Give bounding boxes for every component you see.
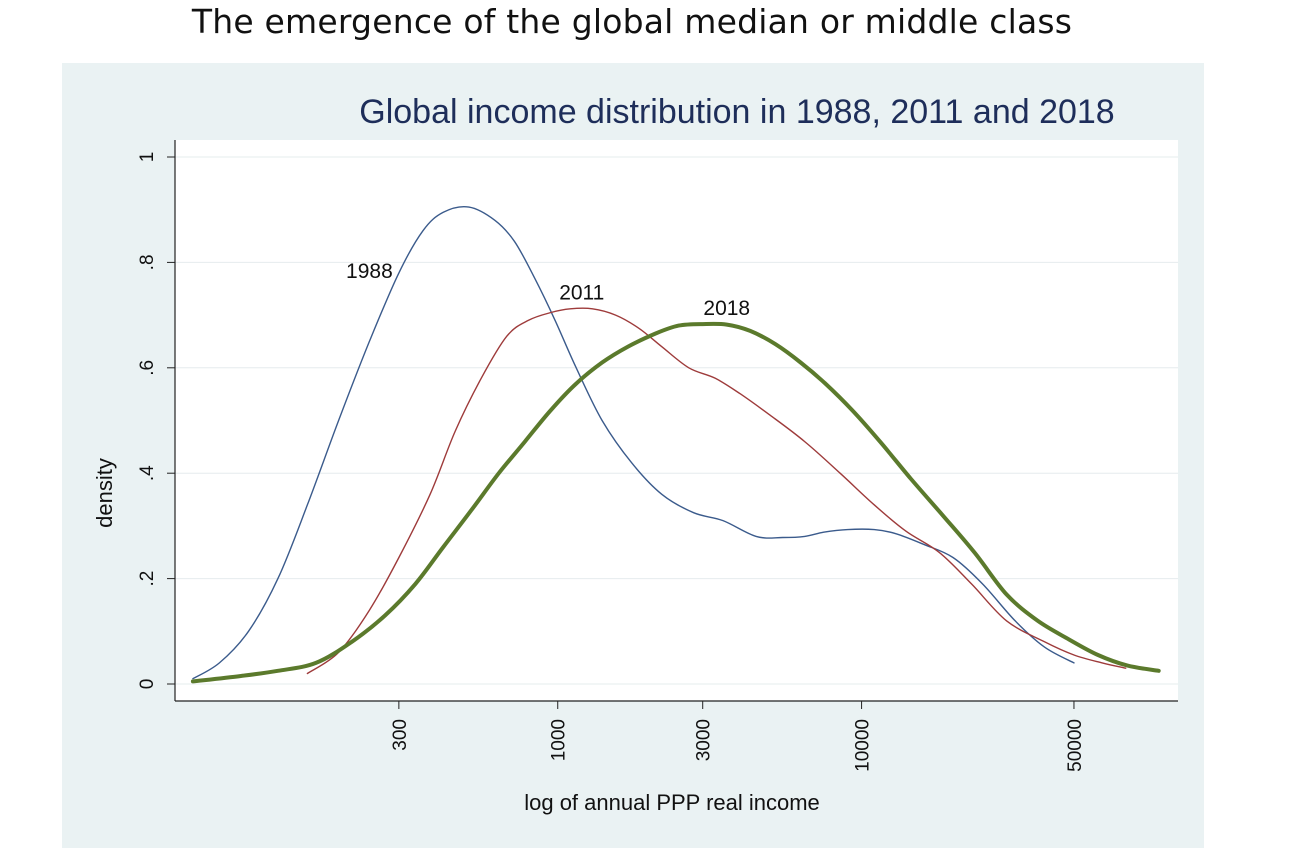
series-line-2011 — [306, 307, 1127, 675]
x-tick-label: 1000 — [549, 719, 570, 761]
axes: 0 .2 .4 .6 .8 1 300 1000 3000 10000 50000 — [137, 140, 1178, 772]
chart-title: Global income distribution in 1988, 2011… — [359, 93, 1114, 131]
x-axis-label: log of annual PPP real income — [524, 790, 820, 815]
y-tick-label: 1 — [137, 152, 158, 163]
chart-panel: Global income distribution in 1988, 2011… — [62, 63, 1204, 848]
series-line-1988 — [192, 206, 1075, 680]
y-tick-label: .2 — [137, 571, 158, 587]
y-tick-label: .6 — [137, 360, 158, 376]
income-distribution-chart: Global income distribution in 1988, 2011… — [92, 93, 1178, 815]
y-tick-label: .8 — [137, 254, 158, 270]
y-axis-label: density — [92, 458, 117, 528]
series-label-2011: 2011 — [559, 281, 604, 304]
series-labels: 1988 2011 2018 — [346, 260, 750, 320]
y-tick-label: .4 — [137, 465, 158, 481]
x-tick-label: 3000 — [694, 719, 715, 761]
gridlines — [175, 156, 1178, 685]
x-tick-label: 50000 — [1065, 719, 1086, 772]
series-label-1988: 1988 — [346, 260, 393, 283]
plot-area — [175, 140, 1178, 701]
x-tick-label: 300 — [390, 719, 411, 751]
series-label-2018: 2018 — [703, 297, 750, 320]
y-tick-label: 0 — [137, 679, 158, 690]
x-tick-label: 10000 — [853, 719, 874, 772]
series-line-2018 — [190, 321, 1161, 684]
series-lines — [190, 206, 1161, 684]
slide-title: The emergence of the global median or mi… — [191, 2, 1073, 41]
